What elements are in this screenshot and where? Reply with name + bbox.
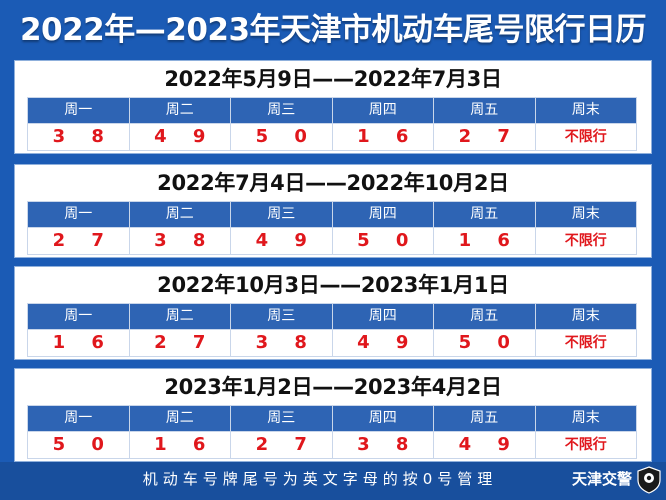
restricted-digits-cell: 2 7 bbox=[27, 227, 130, 255]
weekday-header-cell: 周五 bbox=[433, 405, 536, 432]
traffic-police-badge-icon bbox=[637, 466, 661, 494]
period-range-heading: 2023年1月2日——2023年4月2日 bbox=[164, 375, 502, 399]
weekday-header-cell: 周一 bbox=[27, 405, 130, 432]
restricted-digits-cell: 3 8 bbox=[331, 431, 434, 459]
weekday-header-cell: 周四 bbox=[331, 201, 434, 228]
restricted-digits-cell: 4 9 bbox=[331, 329, 434, 357]
page-title: 2022年—2023年天津市机动车尾号限行日历 bbox=[19, 12, 647, 48]
weekday-header-cell: 周五 bbox=[433, 303, 536, 330]
restricted-digits-cell: 1 6 bbox=[128, 431, 231, 459]
restricted-digits-cell: 1 6 bbox=[331, 123, 434, 151]
restricted-digits-cell: 5 0 bbox=[433, 329, 536, 357]
restricted-digits-cell: 4 9 bbox=[128, 123, 231, 151]
weekday-header-cell: 周四 bbox=[331, 405, 434, 432]
no-restriction-cell: 不限行 bbox=[534, 227, 637, 255]
period-range-heading: 2022年7月4日——2022年10月2日 bbox=[157, 171, 509, 195]
restricted-digits-cell: 2 7 bbox=[230, 431, 333, 459]
weekday-header-cell: 周三 bbox=[230, 201, 333, 228]
footer-bar: 机动车号牌尾号为英文字母的按0号管理 天津交警 bbox=[0, 462, 666, 500]
weekday-header-cell: 周一 bbox=[27, 303, 130, 330]
weekday-header-cell: 周末 bbox=[534, 97, 637, 124]
weekday-header-cell: 周末 bbox=[534, 303, 637, 330]
no-restriction-cell: 不限行 bbox=[534, 123, 637, 151]
weekday-header-cell: 周末 bbox=[534, 201, 637, 228]
footer-note: 机动车号牌尾号为英文字母的按0号管理 bbox=[142, 470, 498, 488]
no-restriction-cell: 不限行 bbox=[534, 329, 637, 357]
weekday-header-cell: 周二 bbox=[128, 97, 231, 124]
weekday-header-row: 周一 周二 周三 周四 周五 周末 bbox=[27, 405, 637, 432]
restricted-digits-cell: 2 7 bbox=[128, 329, 231, 357]
restricted-digits-cell: 4 9 bbox=[433, 431, 536, 459]
weekday-header-cell: 周二 bbox=[128, 405, 231, 432]
restricted-digits-cell: 5 0 bbox=[230, 123, 333, 151]
restricted-digits-cell: 3 8 bbox=[27, 123, 130, 151]
brand-label: 天津交警 bbox=[571, 470, 632, 488]
restricted-digits-cell: 2 7 bbox=[433, 123, 536, 151]
no-restriction-cell: 不限行 bbox=[534, 431, 637, 459]
weekday-header-cell: 周一 bbox=[27, 97, 130, 124]
restricted-digits-cell: 1 6 bbox=[433, 227, 536, 255]
weekday-header-cell: 周五 bbox=[433, 201, 536, 228]
period-range-heading: 2022年5月9日——2022年7月3日 bbox=[164, 67, 502, 91]
weekday-header-cell: 周二 bbox=[128, 201, 231, 228]
restricted-digits-cell: 3 8 bbox=[230, 329, 333, 357]
restricted-digits-cell: 5 0 bbox=[331, 227, 434, 255]
restricted-digits-cell: 1 6 bbox=[27, 329, 130, 357]
weekday-header-cell: 周四 bbox=[331, 303, 434, 330]
weekday-header-row: 周一 周二 周三 周四 周五 周末 bbox=[27, 97, 637, 124]
restricted-digits-cell: 4 9 bbox=[230, 227, 333, 255]
period-range-heading: 2022年10月3日——2023年1月1日 bbox=[157, 273, 509, 297]
weekday-header-row: 周一 周二 周三 周四 周五 周末 bbox=[27, 201, 637, 228]
weekday-header-cell: 周三 bbox=[230, 405, 333, 432]
weekday-header-cell: 周三 bbox=[230, 97, 333, 124]
weekday-header-cell: 周四 bbox=[331, 97, 434, 124]
weekday-header-cell: 周五 bbox=[433, 97, 536, 124]
restricted-digits-cell: 5 0 bbox=[27, 431, 130, 459]
weekday-header-row: 周一 周二 周三 周四 周五 周末 bbox=[27, 303, 637, 330]
weekday-header-cell: 周二 bbox=[128, 303, 231, 330]
weekday-header-cell: 周三 bbox=[230, 303, 333, 330]
weekday-header-cell: 周末 bbox=[534, 405, 637, 432]
restricted-digits-cell: 3 8 bbox=[128, 227, 231, 255]
weekday-header-cell: 周一 bbox=[27, 201, 130, 228]
